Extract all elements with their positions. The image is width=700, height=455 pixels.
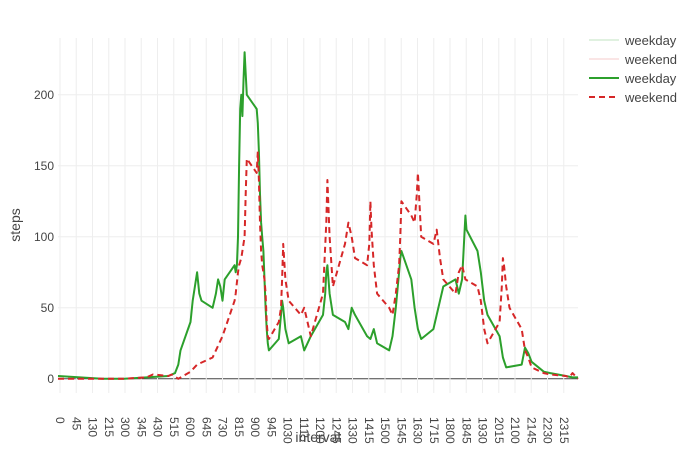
legend-label: weekend: [624, 90, 677, 105]
x-tick-label: 900: [248, 417, 262, 437]
x-tick-label: 515: [167, 417, 181, 437]
legend-label: weekday: [624, 33, 677, 48]
series-line-weekend[interactable]: [58, 150, 579, 380]
x-tick-label: 1330: [346, 417, 360, 444]
x-tick-label: 0: [53, 417, 67, 424]
x-tick-label: 1845: [459, 417, 473, 444]
legend-label: weekday: [624, 71, 677, 86]
legend-item-weekend[interactable]: weekend: [589, 90, 677, 105]
y-tick-label: 200: [34, 88, 54, 102]
x-tick-label: 1630: [411, 417, 425, 444]
x-tick-label: 600: [183, 417, 197, 437]
x-tick-label: 1930: [476, 417, 490, 444]
x-tick-label: 2015: [492, 417, 506, 444]
legend-label: weekend: [624, 52, 677, 67]
legend[interactable]: weekday weekend weekday weekend: [589, 33, 677, 105]
legend-item-weekday[interactable]: weekday: [589, 71, 677, 86]
x-tick-label: 1115: [297, 417, 311, 442]
x-tick-label: 1545: [394, 417, 408, 444]
series-layer: [57, 51, 579, 380]
x-tick-label: 645: [199, 417, 213, 437]
grid-layer: [58, 38, 578, 393]
series-line-weekday[interactable]: [57, 51, 578, 380]
x-tick-label: 300: [118, 417, 132, 437]
x-tick-label: 1245: [329, 417, 343, 444]
x-tick-label: 1200: [313, 417, 327, 444]
y-tick-label: 0: [47, 372, 54, 386]
x-tick-label: 2100: [508, 417, 522, 444]
x-tick-label: 730: [216, 417, 230, 437]
x-axis-title: interval: [295, 429, 340, 445]
x-tick-label: 1800: [443, 417, 457, 444]
x-tick-label: 815: [232, 417, 246, 437]
x-tick-label: 430: [151, 417, 165, 437]
x-tick-label: 215: [102, 417, 116, 437]
legend-item-weekday[interactable]: weekday: [589, 33, 677, 48]
x-tick-label: 2145: [524, 417, 538, 444]
x-tick-label: 1030: [281, 417, 295, 444]
x-tick-label: 1715: [427, 417, 441, 444]
legend-item-weekend[interactable]: weekend: [589, 52, 677, 67]
x-tick-label: 45: [69, 417, 83, 431]
x-tick-label: 1415: [362, 417, 376, 444]
x-tick-label: 2315: [557, 417, 571, 444]
y-tick-label: 150: [34, 159, 54, 173]
y-tick-label: 100: [34, 230, 54, 244]
x-tick-label: 1500: [378, 417, 392, 444]
x-tick-label: 345: [134, 417, 148, 437]
x-tick-label: 2230: [541, 417, 555, 444]
x-tick-label: 945: [264, 417, 278, 437]
y-tick-label: 50: [41, 301, 55, 315]
y-axis-title: steps: [7, 208, 23, 241]
x-tick-label: 130: [86, 417, 100, 437]
